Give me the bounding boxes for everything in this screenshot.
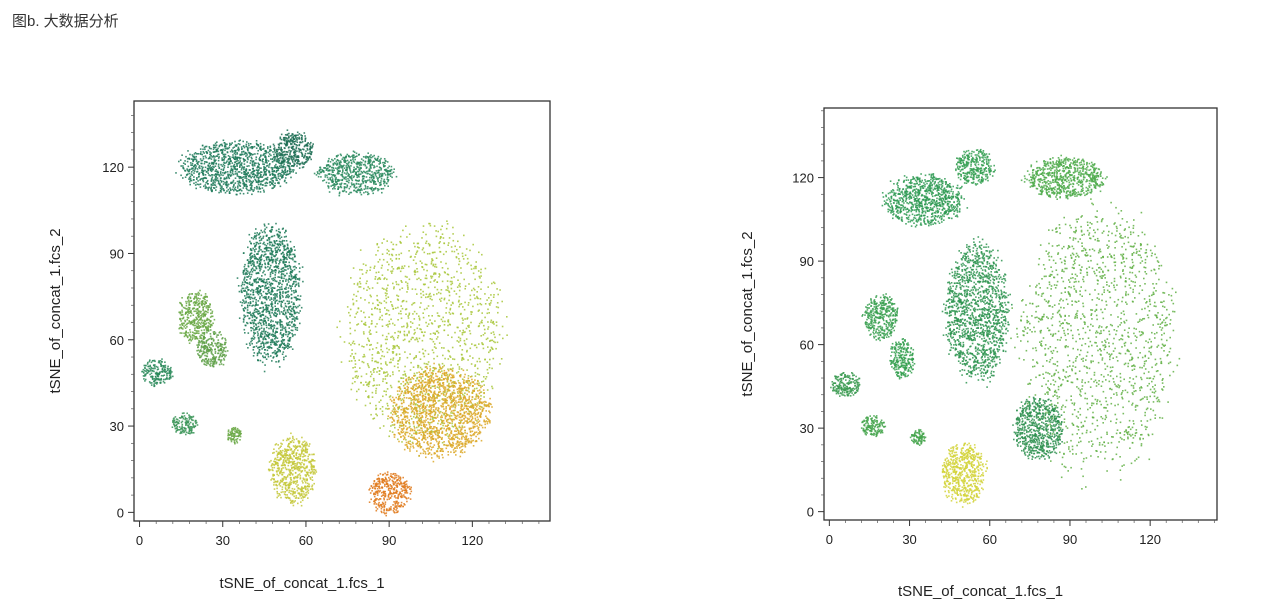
y-tick-label: 120 [102, 160, 124, 175]
y-tick-label: 120 [792, 171, 814, 186]
point-cloud [141, 129, 508, 517]
cluster-10 [196, 329, 229, 368]
cluster-12 [171, 412, 199, 436]
x-axis-label: tSNE_of_concat_1.fcs_1 [219, 575, 384, 592]
cluster-4 [236, 222, 304, 373]
cluster-11 [141, 358, 174, 388]
cluster-9 [889, 338, 916, 380]
cluster-7 [941, 442, 988, 508]
x-tick-label: 90 [382, 533, 396, 548]
cluster-2 [272, 129, 314, 172]
cluster-6 [1012, 396, 1064, 460]
x-axis-label: tSNE_of_concat_1.fcs_1 [898, 583, 1063, 600]
x-tick-label: 120 [1139, 532, 1161, 547]
point-cloud [830, 148, 1181, 508]
y-axis-label: tSNE_of_concat_1.fcs_2 [739, 231, 756, 396]
cluster-6 [387, 362, 493, 463]
cluster-9 [178, 289, 216, 344]
y-tick-label: 60 [110, 333, 124, 348]
cluster-1 [881, 173, 969, 228]
x-tick-label: 120 [461, 533, 483, 548]
cluster-3 [1020, 154, 1108, 200]
cluster-11 [860, 415, 887, 438]
cluster-7 [368, 471, 413, 517]
x-tick-label: 0 [136, 533, 143, 548]
cluster-4 [941, 236, 1013, 388]
x-tick-label: 90 [1063, 532, 1077, 547]
figure-title: 图b. 大数据分析 [12, 13, 119, 30]
y-tick-label: 60 [800, 338, 814, 353]
y-tick-label: 0 [117, 505, 124, 520]
scatter-plot-right: 0 30 60 90 120 0 30 60 90 120 tSNE_of_concat_1.fcs… [739, 107, 1218, 600]
cluster-10 [830, 372, 861, 397]
cluster-2 [955, 148, 996, 186]
cluster-3 [313, 150, 398, 197]
y-tick-label: 90 [110, 246, 124, 261]
cluster-13 [227, 426, 242, 445]
x-tick-label: 0 [826, 532, 833, 547]
x-tick-label: 30 [216, 533, 230, 548]
x-tick-label: 60 [983, 532, 997, 547]
plot-frame [133, 100, 551, 522]
y-tick-label: 90 [800, 254, 814, 269]
y-axis-label: tSNE_of_concat_1.fcs_2 [47, 228, 64, 393]
x-tick-label: 30 [902, 532, 916, 547]
cluster-12 [909, 428, 927, 446]
cluster-8 [861, 293, 899, 342]
cluster-8 [267, 432, 318, 507]
y-tick-label: 0 [807, 505, 814, 520]
y-tick-label: 30 [800, 421, 814, 436]
scatter-plot-left: 0 30 60 90 120 0 30 60 90 120 tSNE_of_concat_1.fcs… [47, 100, 551, 592]
y-tick-label: 30 [110, 419, 124, 434]
cluster-5 [1010, 198, 1181, 490]
x-tick-label: 60 [299, 533, 313, 548]
plot-frame [823, 107, 1218, 521]
